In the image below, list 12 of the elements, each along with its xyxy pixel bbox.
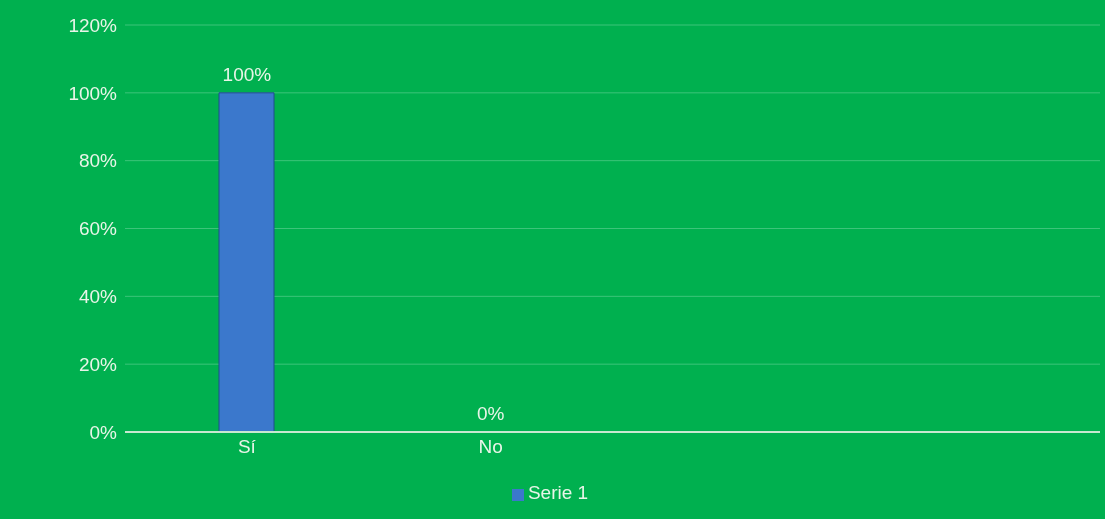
data-label: 0% [476,403,505,424]
data-label: 100% [222,63,272,85]
y-tick-label: 120% [68,14,118,36]
x-tick-label: No [478,436,503,458]
y-tick-label: 60% [78,218,118,240]
y-tick-label: 0% [89,421,118,443]
x-tick-label: Sí [237,436,257,458]
y-tick-label: 100% [68,82,118,104]
y-tick-label: 20% [78,353,118,375]
legend-label: Serie 1 [527,482,589,503]
y-tick-label: 80% [78,150,118,172]
y-tick-label: 40% [78,286,118,308]
